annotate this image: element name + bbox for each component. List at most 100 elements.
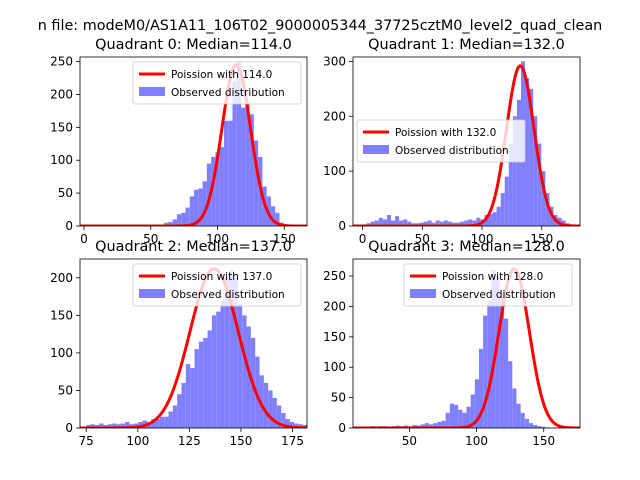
legend-entry-observed: Observed distribution: [442, 289, 556, 301]
histogram-bar: [211, 315, 217, 428]
histogram-bar: [429, 424, 434, 428]
histogram-bar: [164, 416, 169, 428]
x-tick-label: 0: [359, 232, 367, 246]
histogram-bar: [263, 382, 269, 428]
histogram-bar: [202, 181, 207, 226]
histogram-bar: [220, 300, 225, 428]
histogram-bar: [181, 212, 186, 226]
histogram-bar: [374, 220, 379, 226]
x-tick-label: 100: [465, 434, 488, 448]
quadrant-title: Quadrant 0: Median=114.0: [95, 37, 292, 53]
x-tick-label: 150: [532, 434, 555, 448]
legend-patch-swatch: [139, 87, 165, 96]
quadrant-title: Quadrant 3: Median=128.0: [368, 239, 565, 255]
y-tick-label: 150: [50, 120, 73, 134]
histogram-bar: [424, 423, 430, 428]
histogram-bar: [537, 143, 542, 226]
histogram-bar: [151, 418, 156, 428]
legend-box: [132, 61, 302, 105]
legend-entry-poisson: Poission with 132.0: [395, 127, 496, 139]
histogram-bar: [537, 426, 542, 428]
x-tick-label: 50: [415, 232, 430, 246]
y-tick-label: 150: [323, 330, 346, 344]
histogram-bar: [228, 120, 233, 226]
histogram-bar: [529, 88, 534, 226]
histogram-bar: [504, 176, 509, 226]
histogram-bar: [125, 421, 130, 428]
histogram-bar: [525, 77, 530, 226]
y-tick-label: 0: [338, 219, 346, 233]
histogram-bar: [294, 423, 299, 428]
histogram-bar: [90, 424, 95, 428]
histogram-bar: [451, 222, 456, 226]
histogram-bar: [112, 423, 117, 428]
y-tick-label: 250: [323, 269, 346, 283]
histogram-bar: [460, 221, 465, 226]
histogram-bar: [516, 403, 521, 428]
histogram-bar: [298, 424, 303, 428]
y-tick-label: 200: [323, 109, 346, 123]
histogram-bar: [224, 277, 230, 428]
histogram-bar: [190, 367, 195, 428]
histogram-bar: [516, 99, 521, 226]
histogram-bar: [120, 423, 126, 428]
histogram-bar: [185, 364, 191, 428]
y-tick-label: 300: [323, 54, 346, 68]
histogram-bar: [237, 304, 243, 428]
histogram-bar: [245, 101, 250, 226]
histogram-bar: [107, 424, 113, 428]
y-tick-label: 50: [58, 383, 73, 397]
histogram-bar: [541, 426, 546, 428]
histogram-bar: [472, 220, 477, 226]
histogram-bar: [116, 424, 121, 428]
histogram-bar: [229, 270, 234, 428]
histogram-bar: [474, 379, 479, 428]
histogram-bar: [189, 196, 195, 226]
poisson-curve: [353, 267, 580, 428]
histogram-bar: [168, 222, 173, 226]
histogram-bar: [246, 326, 251, 428]
histogram-bar: [159, 416, 165, 428]
histogram-bar: [439, 221, 444, 226]
quadrant-title: Quadrant 2: Median=137.0: [95, 239, 292, 255]
histogram-bar: [194, 349, 199, 428]
x-tick-label: 0: [80, 232, 88, 246]
quadrant-3-plot-area: [353, 267, 580, 428]
legend-patch-swatch: [363, 145, 389, 154]
histogram-bar: [268, 390, 273, 428]
histogram-bar: [464, 220, 469, 226]
legend-box: [403, 263, 573, 307]
histogram-bar: [503, 318, 509, 428]
histogram-bar: [520, 412, 525, 428]
quadrant-2-panel: 75 100 125 150 175 0 50 100 150 200 Quadrant 2: Me…: [50, 239, 308, 448]
histogram-bar: [241, 107, 246, 226]
histogram-bar: [468, 219, 473, 226]
y-tick-label: 100: [323, 164, 346, 178]
histogram-bar: [168, 411, 173, 428]
quadrant-0-panel: 0 50 100 150 0 50 100 150 200 250 Quadrant 0: Medi…: [50, 37, 308, 246]
histogram-bar: [233, 277, 238, 428]
histogram-bar: [427, 220, 432, 226]
x-tick-label: 100: [126, 434, 149, 448]
histogram-bar: [386, 215, 391, 226]
legend-entry-poisson: Poission with 137.0: [171, 271, 272, 283]
histogram-bar: [455, 222, 461, 226]
axes-frame: [79, 258, 308, 429]
legend: Poission with 128.0 Observed distribution: [403, 263, 573, 307]
histogram-bar: [462, 412, 467, 428]
figure-suptitle: n file: modeM0/AS1A11_106T02_9000005344_…: [38, 18, 603, 34]
histogram-bar: [281, 412, 286, 428]
histogram-bar: [449, 403, 455, 428]
histogram-bar: [483, 315, 488, 428]
histogram-bar: [99, 423, 104, 428]
y-tick-label: 0: [65, 421, 73, 435]
histogram-bar: [435, 220, 440, 226]
histogram-bar: [423, 221, 428, 226]
histogram-bar: [491, 269, 496, 428]
histogram-bar: [185, 207, 190, 226]
histogram-bar: [512, 388, 517, 428]
y-tick-label: 100: [50, 153, 73, 167]
quadrant-1-panel: 0 50 100 150 0 100 200 300 Quadrant 1: Median=13…: [323, 37, 581, 246]
histogram-bar: [215, 152, 220, 226]
